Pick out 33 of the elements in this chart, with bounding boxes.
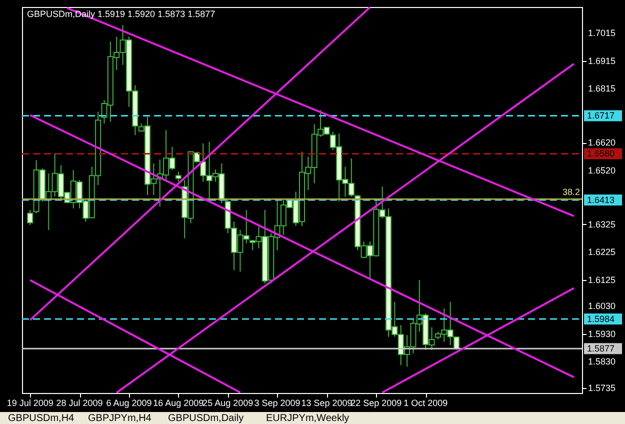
annotation: 38.2 bbox=[562, 187, 580, 198]
x-tick-label: 19 Jul 2009 bbox=[6, 398, 54, 408]
y-tick-label: 1.6815 bbox=[588, 84, 616, 94]
x-tick-label: 3 Sep 2009 bbox=[254, 398, 300, 408]
ref-line-label: 1.5984 bbox=[587, 314, 615, 324]
y-tick-label: 1.6125 bbox=[588, 274, 616, 285]
y-tick-label: 1.6325 bbox=[588, 219, 616, 230]
y-tick-label: 1.5735 bbox=[588, 383, 616, 394]
ref-line-label: 1.5877 bbox=[587, 344, 615, 354]
y-tick-label: 1.6620 bbox=[588, 138, 616, 148]
y-tick-label: 1.6030 bbox=[588, 301, 616, 312]
y-tick-label: 1.6225 bbox=[588, 247, 616, 258]
x-tick-label: 6 Aug 2009 bbox=[106, 398, 152, 408]
x-tick-label: 25 Aug 2009 bbox=[202, 398, 254, 408]
ref-line-label: 1.6717 bbox=[587, 110, 615, 121]
y-tick-label: 1.6520 bbox=[588, 165, 616, 176]
candlestick bbox=[27, 209, 34, 226]
text: GBPUSDm,H4 bbox=[8, 413, 75, 424]
candlestick bbox=[175, 171, 182, 182]
text: EURJPYm,Weekly bbox=[266, 413, 350, 424]
y-tick-label: 1.7015 bbox=[588, 28, 616, 38]
x-tick-label: 13 Sep 2009 bbox=[301, 398, 352, 408]
x-tick-label: 1 Oct 2009 bbox=[404, 398, 448, 408]
x-tick-label: 28 Jul 2009 bbox=[56, 398, 103, 408]
text: GBPUSDm,Daily bbox=[168, 413, 244, 424]
y-tick-label: 1.5930 bbox=[588, 328, 616, 339]
ref-line-label: 1.6580 bbox=[587, 148, 615, 159]
x-tick-label: 22 Sep 2009 bbox=[350, 398, 402, 408]
ref-line-label: 1.6413 bbox=[587, 195, 615, 205]
x-tick-label: 16 Aug 2009 bbox=[153, 398, 204, 408]
y-tick-label: 1.6915 bbox=[588, 56, 616, 66]
y-tick-label: 1.5830 bbox=[588, 356, 616, 367]
text: GBPJPYm,H4 bbox=[88, 413, 152, 424]
